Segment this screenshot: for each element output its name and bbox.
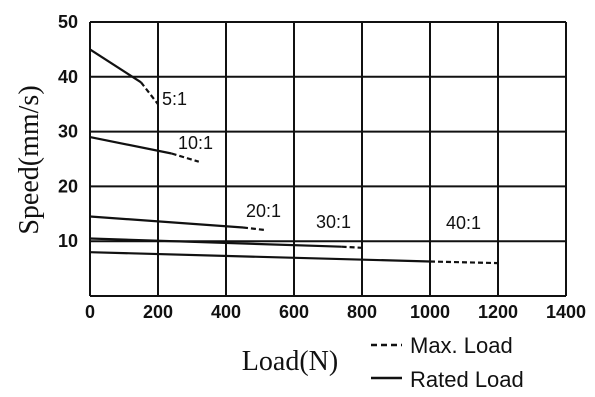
series-rated-line-10:1 — [89, 136, 172, 155]
series-max-line-5:1 — [140, 81, 159, 105]
x-tick-label: 0 — [85, 302, 95, 322]
x-tick-label: 1200 — [478, 302, 518, 322]
series-max-line-30:1 — [341, 245, 363, 249]
chart-grid — [89, 21, 567, 297]
series-label-5:1: 5:1 — [162, 89, 187, 109]
y-tick-label: 40 — [58, 67, 78, 87]
x-tick-label: 600 — [279, 302, 309, 322]
series-labels: 5:1 10:1 20:1 30:1 40:1 — [162, 89, 481, 233]
legend-rated-load-label: Rated Load — [410, 367, 524, 392]
series-rated-line-40:1 — [89, 251, 431, 263]
series-rated-line-5:1 — [89, 48, 142, 84]
y-tick-label: 20 — [58, 176, 78, 196]
x-tick-label: 800 — [347, 302, 377, 322]
series-label-40:1: 40:1 — [446, 213, 481, 233]
series-label-10:1: 10:1 — [178, 133, 213, 153]
x-tick-label: 200 — [143, 302, 173, 322]
x-tick-label: 400 — [211, 302, 241, 322]
y-tick-label: 10 — [58, 231, 78, 251]
series-label-30:1: 30:1 — [316, 212, 351, 232]
y-axis-label: Speed(mm/s) — [14, 85, 45, 234]
legend: Max. Load Rated Load — [371, 333, 524, 392]
series-label-20:1: 20:1 — [246, 201, 281, 221]
x-axis-label: Load(N) — [242, 346, 338, 377]
series-max-line-40:1 — [429, 260, 499, 265]
y-tick-label: 30 — [58, 122, 78, 142]
tick-labels: 0 200 400 600 800 1000 1200 1400 10 20 30 40 50 — [58, 12, 586, 322]
legend-max-load-label: Max. Load — [410, 333, 513, 358]
series-rated-line-30:1 — [89, 237, 342, 248]
series-lines — [89, 48, 499, 265]
y-tick-label: 50 — [58, 12, 78, 32]
series-rated-line-20:1 — [89, 215, 244, 229]
series-max-line-20:1 — [242, 226, 267, 232]
x-tick-label: 1400 — [546, 302, 586, 322]
series-max-line-10:1 — [171, 152, 200, 163]
x-tick-label: 1000 — [410, 302, 450, 322]
